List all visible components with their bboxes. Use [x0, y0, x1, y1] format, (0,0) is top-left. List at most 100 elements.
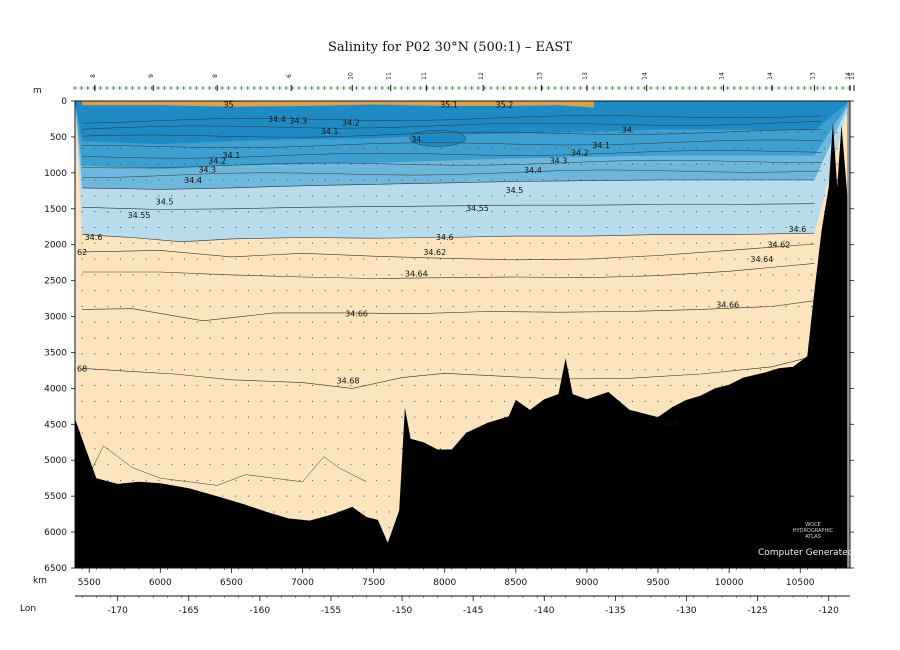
sample-dot [516, 369, 518, 371]
sample-dot [593, 274, 595, 276]
sample-dot [439, 211, 442, 213]
sample-dot [388, 258, 390, 260]
sample-dot [209, 290, 211, 292]
sample-dot [273, 211, 275, 213]
sample-dot [171, 116, 173, 118]
sample-dot [94, 179, 96, 181]
station-marker [245, 86, 250, 90]
sample-dot [619, 132, 621, 134]
sample-dot [785, 195, 787, 197]
sample-dot [439, 353, 442, 355]
sample-dot [273, 463, 275, 466]
sample-dot [273, 416, 275, 418]
sample-dot [542, 337, 544, 339]
sample-dot [465, 416, 467, 418]
sample-dot [491, 321, 493, 323]
sample-dot [375, 448, 378, 450]
sample-dot [337, 369, 339, 371]
sample-dot [375, 305, 378, 308]
sample-dot [388, 226, 390, 229]
sample-dot [158, 463, 160, 466]
sample-dot [145, 147, 147, 150]
sample-dot [375, 416, 378, 418]
sample-dot [747, 242, 749, 244]
station-marker [520, 86, 525, 90]
sample-dot [836, 147, 838, 150]
sample-dot [529, 274, 531, 276]
sample-dot [375, 337, 378, 339]
sample-dot [772, 258, 774, 260]
contour-label: 34.6 [662, 419, 680, 428]
sample-dot [107, 179, 109, 181]
sample-dot [567, 305, 570, 308]
sample-dot [606, 321, 608, 323]
lon-tick-label: -120 [818, 606, 839, 616]
sample-dot [158, 432, 160, 434]
sample-dot [286, 132, 288, 134]
sample-dot [414, 226, 416, 229]
sample-dot [222, 495, 224, 497]
sample-dot [209, 116, 211, 118]
sample-dot [491, 116, 493, 118]
sample-dot [171, 416, 173, 418]
sample-dot [811, 195, 813, 197]
sample-dot [388, 511, 390, 513]
sample-dot [759, 369, 762, 371]
upper-contour-3 [82, 139, 822, 149]
sample-dot [439, 448, 442, 450]
sample-dot [119, 147, 122, 150]
sample-dot [196, 258, 198, 260]
sample-dot [491, 384, 493, 387]
sample-dot [708, 242, 710, 244]
sample-dot [759, 211, 762, 213]
sample-dot [734, 163, 736, 165]
station-marker [380, 86, 385, 90]
sample-dot [247, 116, 250, 118]
sample-dot [196, 132, 198, 134]
sample-dot [503, 400, 506, 402]
sample-dot [107, 416, 109, 418]
sample-dot [747, 369, 749, 371]
sample-dot [414, 321, 416, 323]
contour-label: 34.1 [592, 141, 610, 150]
station-marker [712, 86, 717, 90]
sample-dot [158, 226, 160, 229]
sample-dot [299, 337, 301, 339]
sample-dot [465, 321, 467, 323]
station-marker [232, 86, 237, 90]
sample-dot [734, 116, 736, 118]
sample-dot [657, 116, 659, 118]
sample-dot [183, 116, 186, 118]
sample-dot [734, 305, 736, 308]
sample-dot [119, 432, 122, 434]
sample-dot [567, 353, 570, 355]
sample-dot [631, 258, 634, 260]
sample-dot [785, 163, 787, 165]
sample-dot [555, 179, 557, 181]
sample-dot [452, 147, 454, 150]
sample-dot [324, 258, 326, 260]
sample-dot [119, 337, 122, 339]
sample-dot [260, 195, 262, 197]
sample-dot [439, 242, 442, 244]
sample-dot [657, 384, 659, 387]
sample-dot [708, 258, 710, 260]
sample-dot [401, 337, 403, 339]
sample-dot [299, 226, 301, 229]
station-marker [73, 86, 77, 90]
sample-dot [145, 195, 147, 197]
sample-dot [644, 305, 646, 308]
sample-dot [555, 242, 557, 244]
sample-dot [516, 321, 518, 323]
sample-dot [350, 463, 352, 466]
woce-logo: WOCE HYDROGRAPHIC ATLAS [778, 522, 848, 540]
sample-dot [324, 511, 326, 513]
sample-dot [273, 479, 275, 481]
sample-dot [734, 132, 736, 134]
sample-dot [235, 305, 237, 308]
sample-dot [785, 211, 787, 213]
sample-dot [452, 353, 454, 355]
sample-dot [94, 147, 96, 150]
sample-dot [324, 179, 326, 181]
contour-label: 34.2 [208, 157, 226, 166]
